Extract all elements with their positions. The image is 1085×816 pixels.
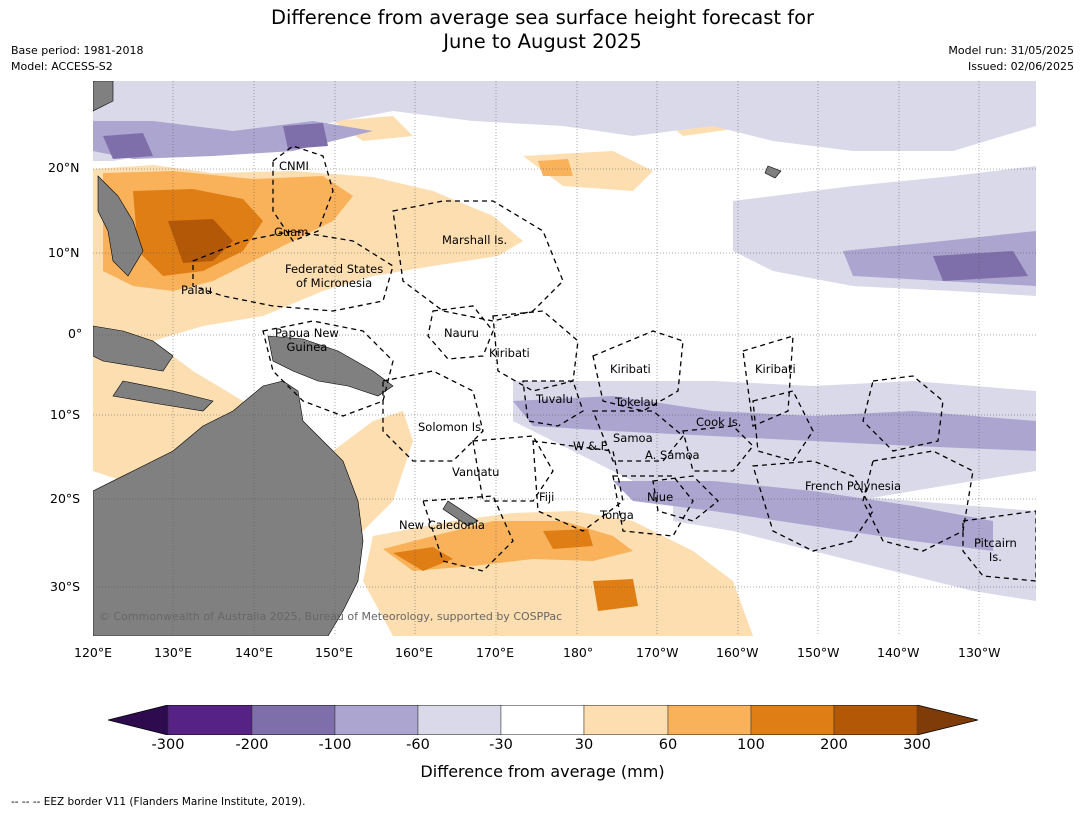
copyright-notice: © Commonwealth of Australia 2025, Bureau… [99,610,563,623]
lon-label-130e: 130°E [154,645,193,660]
label-niue: Niue [647,490,674,504]
label-fiji: Fiji [539,490,555,504]
label-pitcairn-line2: Is. [988,550,1002,564]
label-pitcairn-line1: Pitcairn [974,536,1017,550]
label-marshall: Marshall Is. [442,233,508,247]
label-tonga: Tonga [600,508,634,522]
meta-right: Model run: 31/05/2025 Issued: 02/06/2025 [948,43,1074,75]
lon-label-120e: 120°E [74,645,113,660]
lon-label-130w: 130°W [958,645,1001,660]
label-kiribati-east: Kiribati [755,362,796,376]
base-period: Base period: 1981-2018 [11,44,144,57]
label-new-caledonia: New Caledonia [399,518,485,532]
label-tokelau: Tokelau [615,395,658,409]
lat-label-10n: 10°N [48,245,80,260]
colorbar-swatch-7 [667,705,752,735]
colorbar-swatch-1 [167,705,253,735]
colorbar-swatch-4 [417,705,502,735]
anomaly-light-purple-north [93,81,1036,161]
label-samoa: Samoa [613,431,653,445]
label-american-samoa: A. Samoa [645,448,700,462]
lon-label-150e: 150°E [315,645,354,660]
land-philippines [93,81,144,277]
colorbar-swatch-6 [583,705,669,735]
colorbar-swatch-5 [500,705,585,735]
colorbar-swatch-2 [251,705,336,735]
colorbar [108,705,978,735]
label-fsm: Federated States of Micronesia [285,262,383,290]
colorbar-tick: 200 [820,737,848,753]
colorbar-swatch-9 [833,705,918,735]
colorbar-tick: -200 [235,737,269,753]
label-png: Papua New Guinea [275,326,339,354]
graticule [93,81,1036,636]
lat-label-20s: 20°S [50,491,81,506]
label-kiribati-west: Kiribati [489,346,530,360]
sea-level-map [93,81,1036,636]
model-run: Model run: 31/05/2025 [948,44,1074,57]
label-vanuatu: Vanuatu [452,465,500,479]
label-french-polynesia: French Polynesia [805,479,902,493]
colorbar-tick: -60 [406,737,430,753]
title-line-1: Difference from average sea surface heig… [270,6,815,29]
model-name: Model: ACCESS-S2 [11,60,113,73]
footnote: -- -- -- EEZ border V11 (Flanders Marine… [11,796,306,808]
lat-label-0: 0° [68,326,83,341]
label-png-line1: Papua New [275,326,339,340]
land-png [267,335,394,397]
meta-left: Base period: 1981-2018 Model: ACCESS-S2 [11,43,143,75]
label-cnmi: CNMI [279,159,309,173]
chart-title: Difference from average sea surface heig… [0,6,1085,54]
label-guam: Guam [274,225,309,239]
colorbar-swatch-8 [750,705,835,735]
land-new-caledonia [442,500,479,527]
lon-label-140e: 140°E [235,645,274,660]
lat-label-10s: 10°S [50,407,81,422]
lat-label-30s: 30°S [50,579,81,594]
colorbar-label: Difference from average (mm) [420,762,665,781]
colorbar-swatch-3 [334,705,419,735]
land-hawaii [764,165,782,179]
label-wallis-futuna: W & F [573,439,608,453]
label-kiribati-central: Kiribati [610,362,651,376]
lon-label-160e: 160°E [395,645,434,660]
colorbar-extend-low [108,705,168,735]
label-fsm-line2: of Micronesia [295,276,373,290]
anomaly-purple-central [513,396,1036,451]
lon-label-160w: 160°W [716,645,759,660]
label-solomon: Solomon Is. [418,420,485,434]
map-panel: CNMI Guam Marshall Is. Federated States … [93,81,1036,636]
label-fsm-line1: Federated States [285,262,384,276]
lat-label-20n: 20°N [48,160,80,175]
colorbar-tick: 300 [903,737,931,753]
colorbar-extend-high [917,705,978,735]
colorbar-tick: 100 [737,737,765,753]
land-australia [93,380,364,636]
label-tuvalu: Tuvalu [536,392,573,406]
colorbar-tick: -100 [318,737,352,753]
lon-label-180: 180° [563,645,594,660]
label-palau: Palau [181,283,212,297]
label-pitcairn: Pitcairn Is. [974,536,1017,564]
anomaly-darkest-orange [168,219,233,263]
eez-borders [192,145,1036,582]
title-line-2: June to August 2025 [443,30,642,53]
colorbar-tick: 60 [658,737,678,753]
colorbar-tick: -300 [151,737,185,753]
anomaly-purple-southeast [613,481,993,551]
lon-label-170e: 170°E [476,645,515,660]
lon-label-150w: 150°W [797,645,840,660]
colorbar-tick: 30 [574,737,594,753]
anomaly-orange-south-dark [393,529,638,611]
issued-date: Issued: 02/06/2025 [967,60,1074,73]
label-cook: Cook Is. [696,415,742,429]
colorbar-tick: -30 [489,737,513,753]
lon-label-170w: 170°W [636,645,679,660]
label-nauru: Nauru [444,326,479,340]
lon-label-140w: 140°W [877,645,920,660]
label-png-line2: Guinea [286,340,328,354]
